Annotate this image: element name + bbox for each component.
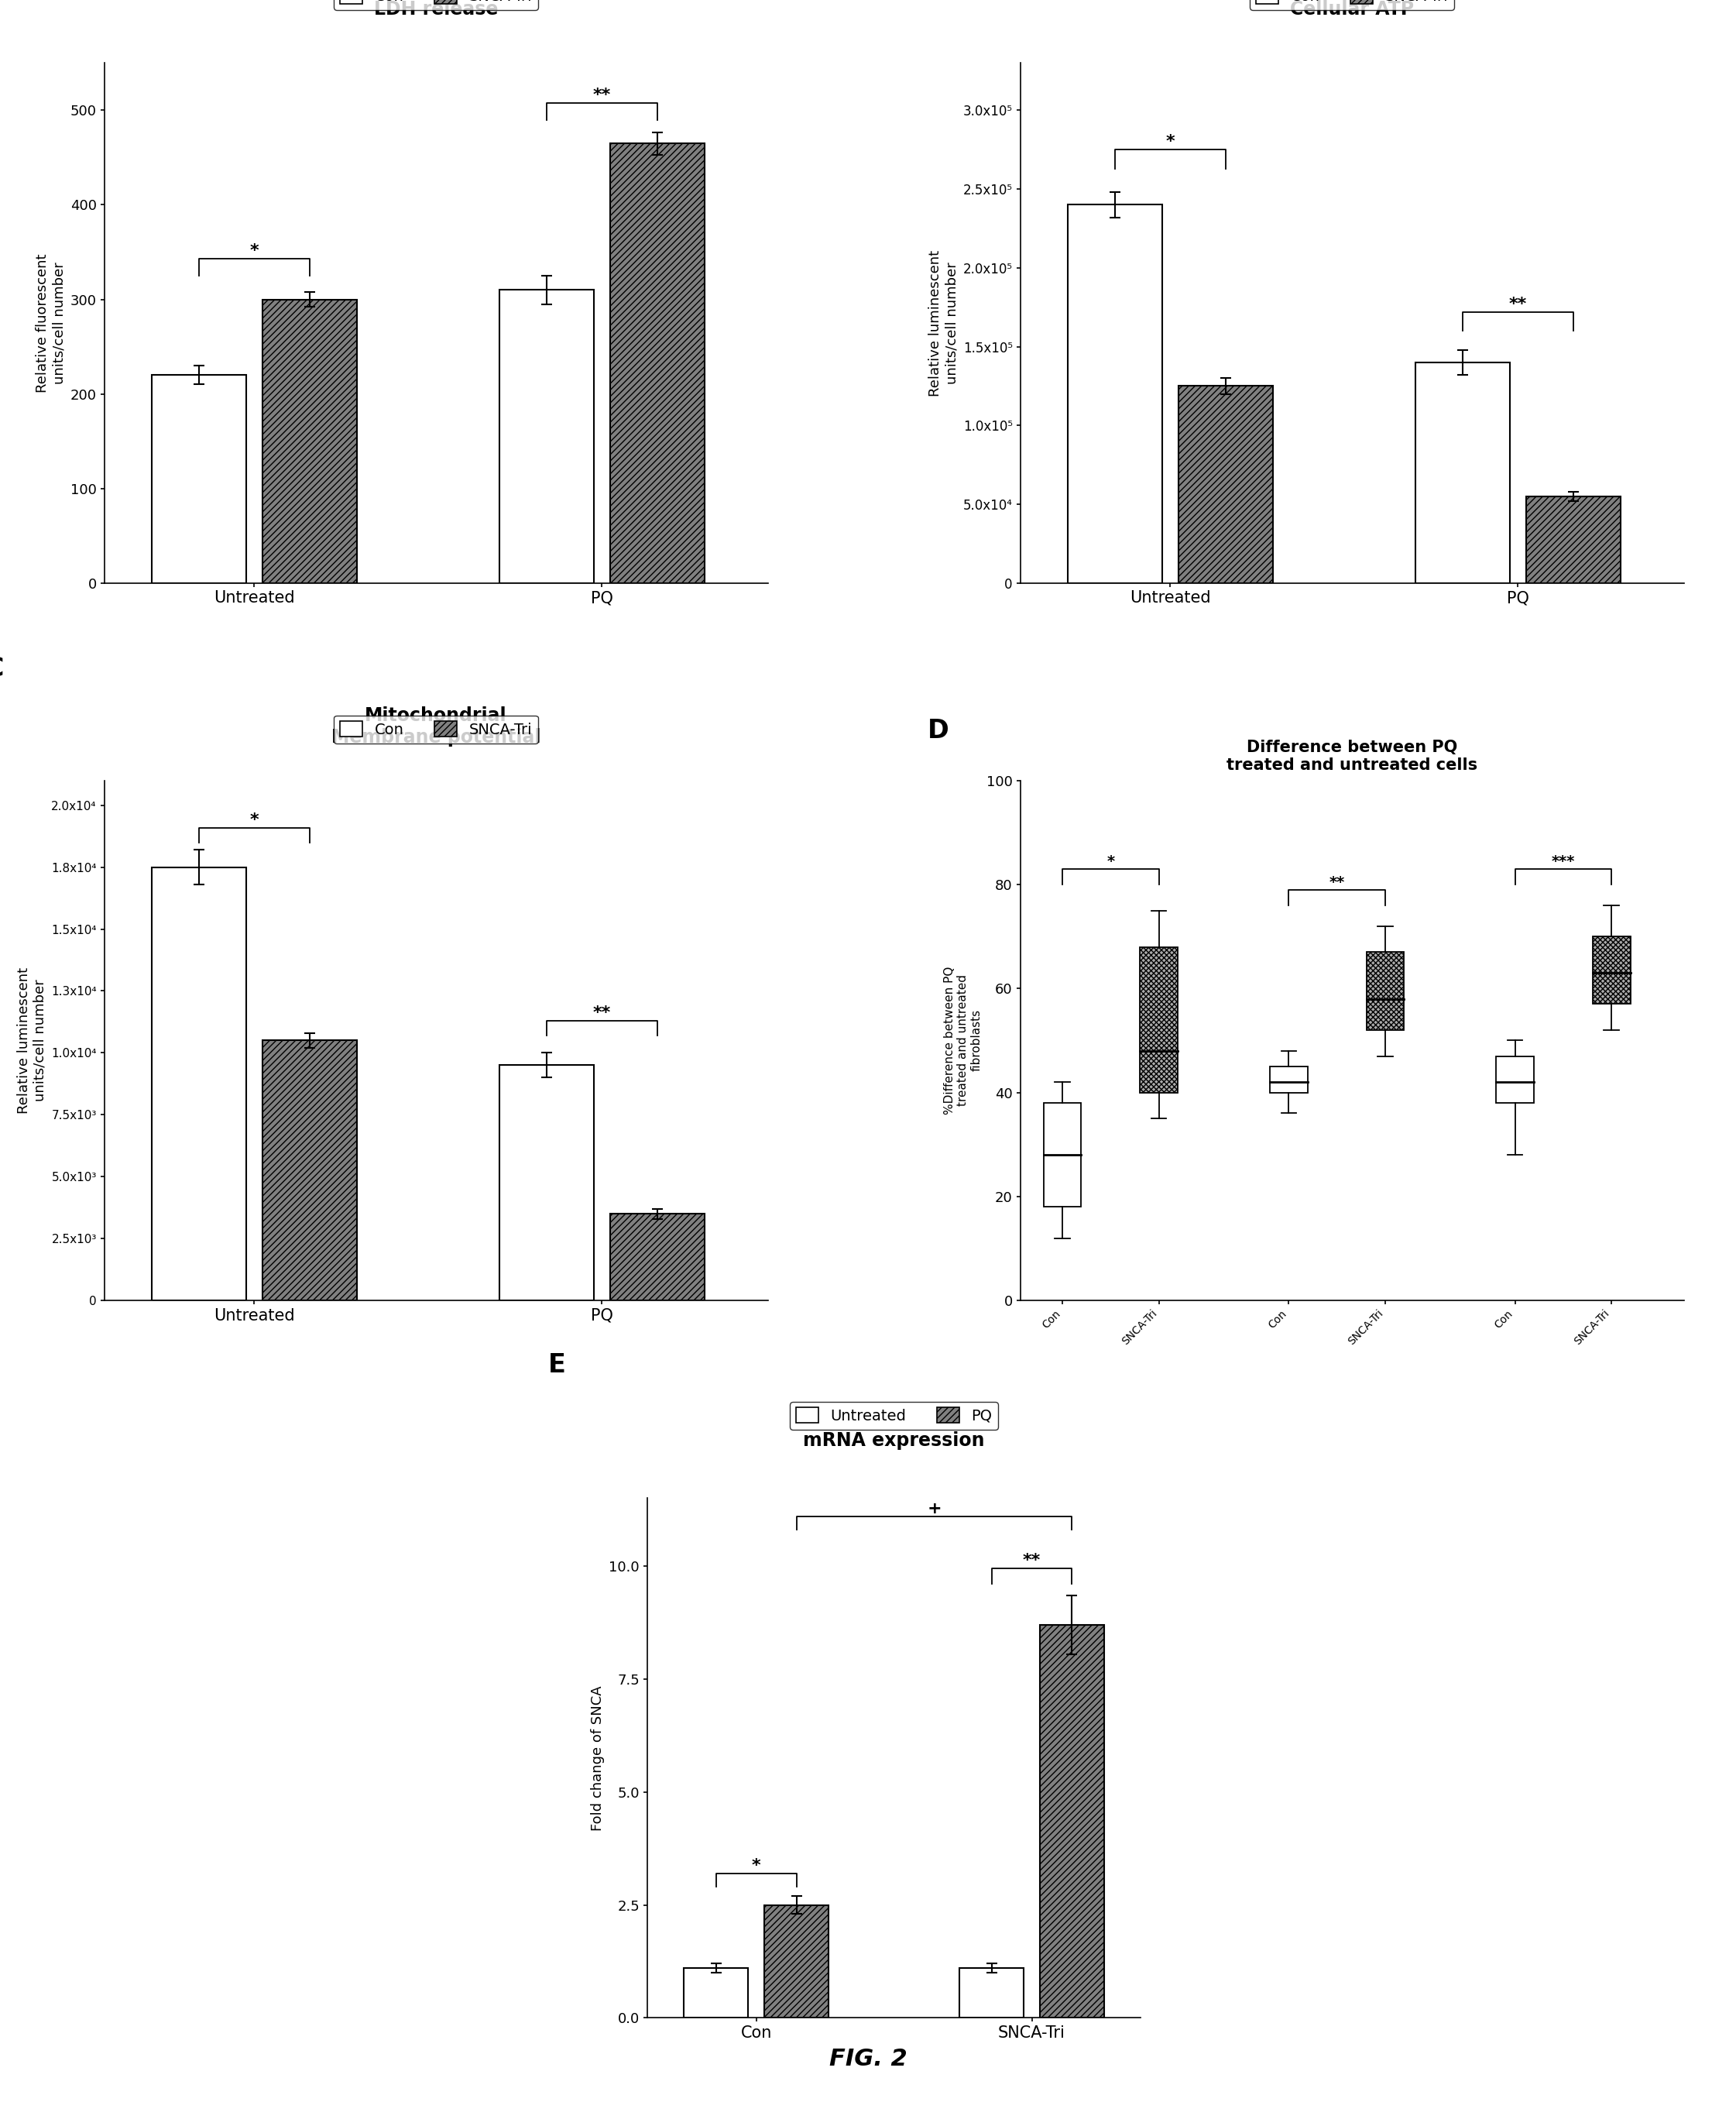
Text: ***: *** <box>1552 853 1575 868</box>
Title: LDH release: LDH release <box>373 0 498 19</box>
Title: Mitochondrial
Membrane potential: Mitochondrial Membrane potential <box>332 706 542 746</box>
Bar <box>1040 1625 1104 2018</box>
Text: **: ** <box>1023 1553 1042 1568</box>
Y-axis label: %Difference between PQ
treated and untreated
fibroblasts: %Difference between PQ treated and untre… <box>944 967 983 1114</box>
Text: *: * <box>1108 853 1115 868</box>
Bar <box>1366 952 1404 1030</box>
Bar <box>1592 937 1630 1005</box>
Bar <box>1415 362 1510 582</box>
Text: **: ** <box>1509 296 1528 311</box>
Bar <box>764 1904 828 2018</box>
Text: FIG. 2: FIG. 2 <box>830 2047 906 2070</box>
Legend: Con, SNCA-Tri: Con, SNCA-Tri <box>1250 0 1455 11</box>
Bar <box>500 1066 594 1301</box>
Bar <box>960 1967 1024 2018</box>
Title: Difference between PQ
treated and untreated cells: Difference between PQ treated and untrea… <box>1227 740 1477 774</box>
Title: Cellular ATP: Cellular ATP <box>1290 0 1415 19</box>
Text: *: * <box>1167 135 1175 149</box>
Title: mRNA expression: mRNA expression <box>804 1431 984 1450</box>
Bar <box>1179 387 1272 582</box>
Bar <box>262 1040 358 1301</box>
Bar <box>151 868 247 1301</box>
Y-axis label: Relative luminescent
units/cell number: Relative luminescent units/cell number <box>929 250 958 397</box>
Bar <box>500 290 594 582</box>
Text: C: C <box>0 656 3 681</box>
Bar <box>151 374 247 582</box>
Y-axis label: Fold change of SNCA: Fold change of SNCA <box>590 1686 604 1831</box>
Bar <box>1496 1055 1535 1104</box>
Bar <box>684 1967 748 2018</box>
Text: *: * <box>752 1858 760 1873</box>
Text: **: ** <box>594 88 611 103</box>
Legend: Con, SNCA-Tri: Con, SNCA-Tri <box>333 715 538 744</box>
Bar <box>1526 496 1621 582</box>
Bar <box>1269 1066 1307 1093</box>
Bar <box>262 298 358 582</box>
Bar <box>1068 204 1163 582</box>
Y-axis label: Relative fluorescent
units/cell number: Relative fluorescent units/cell number <box>36 254 66 393</box>
Legend: Untreated, PQ: Untreated, PQ <box>790 1402 998 1429</box>
Bar <box>609 143 705 582</box>
Bar <box>1043 1104 1082 1207</box>
Text: D: D <box>927 719 948 744</box>
Legend: Con, SNCA-Tri: Con, SNCA-Tri <box>333 0 538 11</box>
Text: +: + <box>927 1501 941 1516</box>
Text: **: ** <box>594 1005 611 1022</box>
Text: **: ** <box>1330 874 1345 889</box>
Y-axis label: Relative luminescent
units/cell number: Relative luminescent units/cell number <box>17 967 47 1114</box>
Bar <box>1141 946 1177 1093</box>
Text: E: E <box>549 1352 566 1379</box>
Bar <box>609 1213 705 1301</box>
Text: *: * <box>250 811 259 828</box>
Text: *: * <box>250 244 259 259</box>
